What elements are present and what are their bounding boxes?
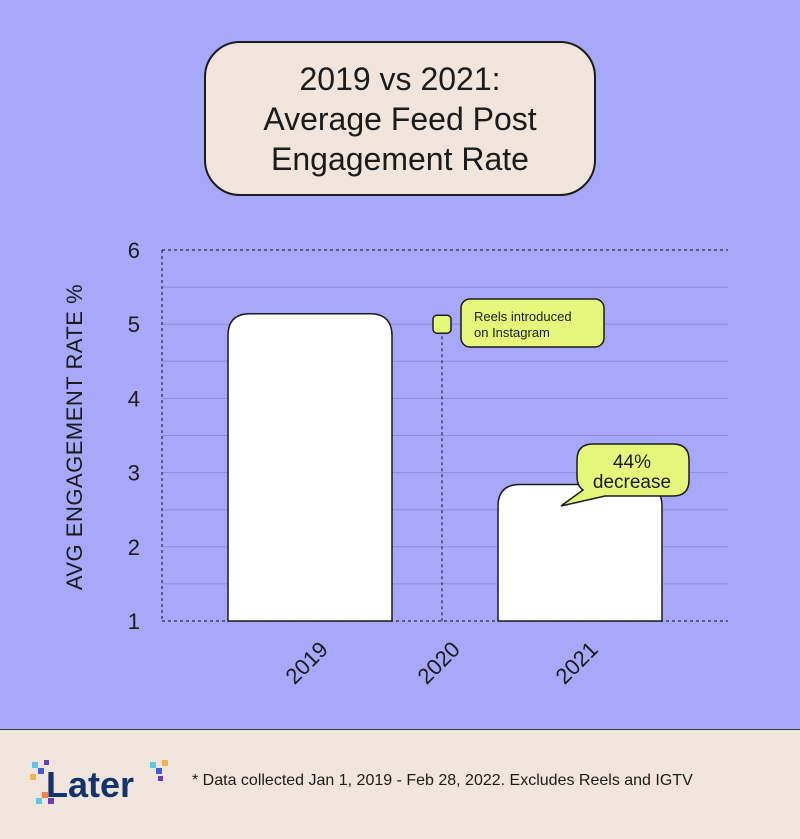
y-tick-label: 4 [128, 386, 140, 411]
decrease-callout-line-2: decrease [593, 472, 671, 493]
bars [227, 313, 663, 622]
reels-marker [432, 314, 452, 334]
y-tick-label: 1 [128, 609, 140, 634]
x-tick-label: 2019 [281, 637, 333, 689]
y-tick-label: 3 [128, 461, 140, 486]
title-box: 2019 vs 2021: Average Feed Post Engageme… [204, 41, 596, 196]
decrease-callout-bubble [560, 443, 690, 507]
decrease-callout-line-1: 44% [613, 452, 651, 473]
x-tick-label: 2020 [413, 637, 465, 689]
y-axis-label: AVG ENGAGEMENT RATE % [62, 284, 87, 590]
y-tick-label: 6 [128, 238, 140, 263]
footnote: * Data collected Jan 1, 2019 - Feb 28, 2… [192, 772, 693, 789]
chart-title-line-3: Engagement Rate [271, 140, 529, 177]
logo-wordmark: Later [46, 764, 134, 805]
x-tick-label: 2021 [551, 637, 603, 689]
chart-title-line-2: Average Feed Post [263, 100, 537, 137]
reels-callout-line-2: on Instagram [474, 325, 550, 340]
y-axis: 1 2 3 4 5 6 [128, 238, 163, 634]
reels-callout-line-1: Reels introduced [474, 309, 572, 324]
x-axis-labels: 2019 2020 2021 [281, 637, 603, 689]
bar-2019 [227, 313, 393, 622]
later-logo: Later [30, 760, 168, 805]
chart-title-line-1: 2019 vs 2021: [299, 60, 501, 97]
reels-callout-box [460, 298, 605, 348]
y-tick-label: 5 [128, 312, 140, 337]
y-tick-label: 2 [128, 535, 140, 560]
bar-2021 [497, 483, 663, 622]
footer: Later * Data collected Jan 1, 2019 - Feb… [0, 729, 800, 839]
